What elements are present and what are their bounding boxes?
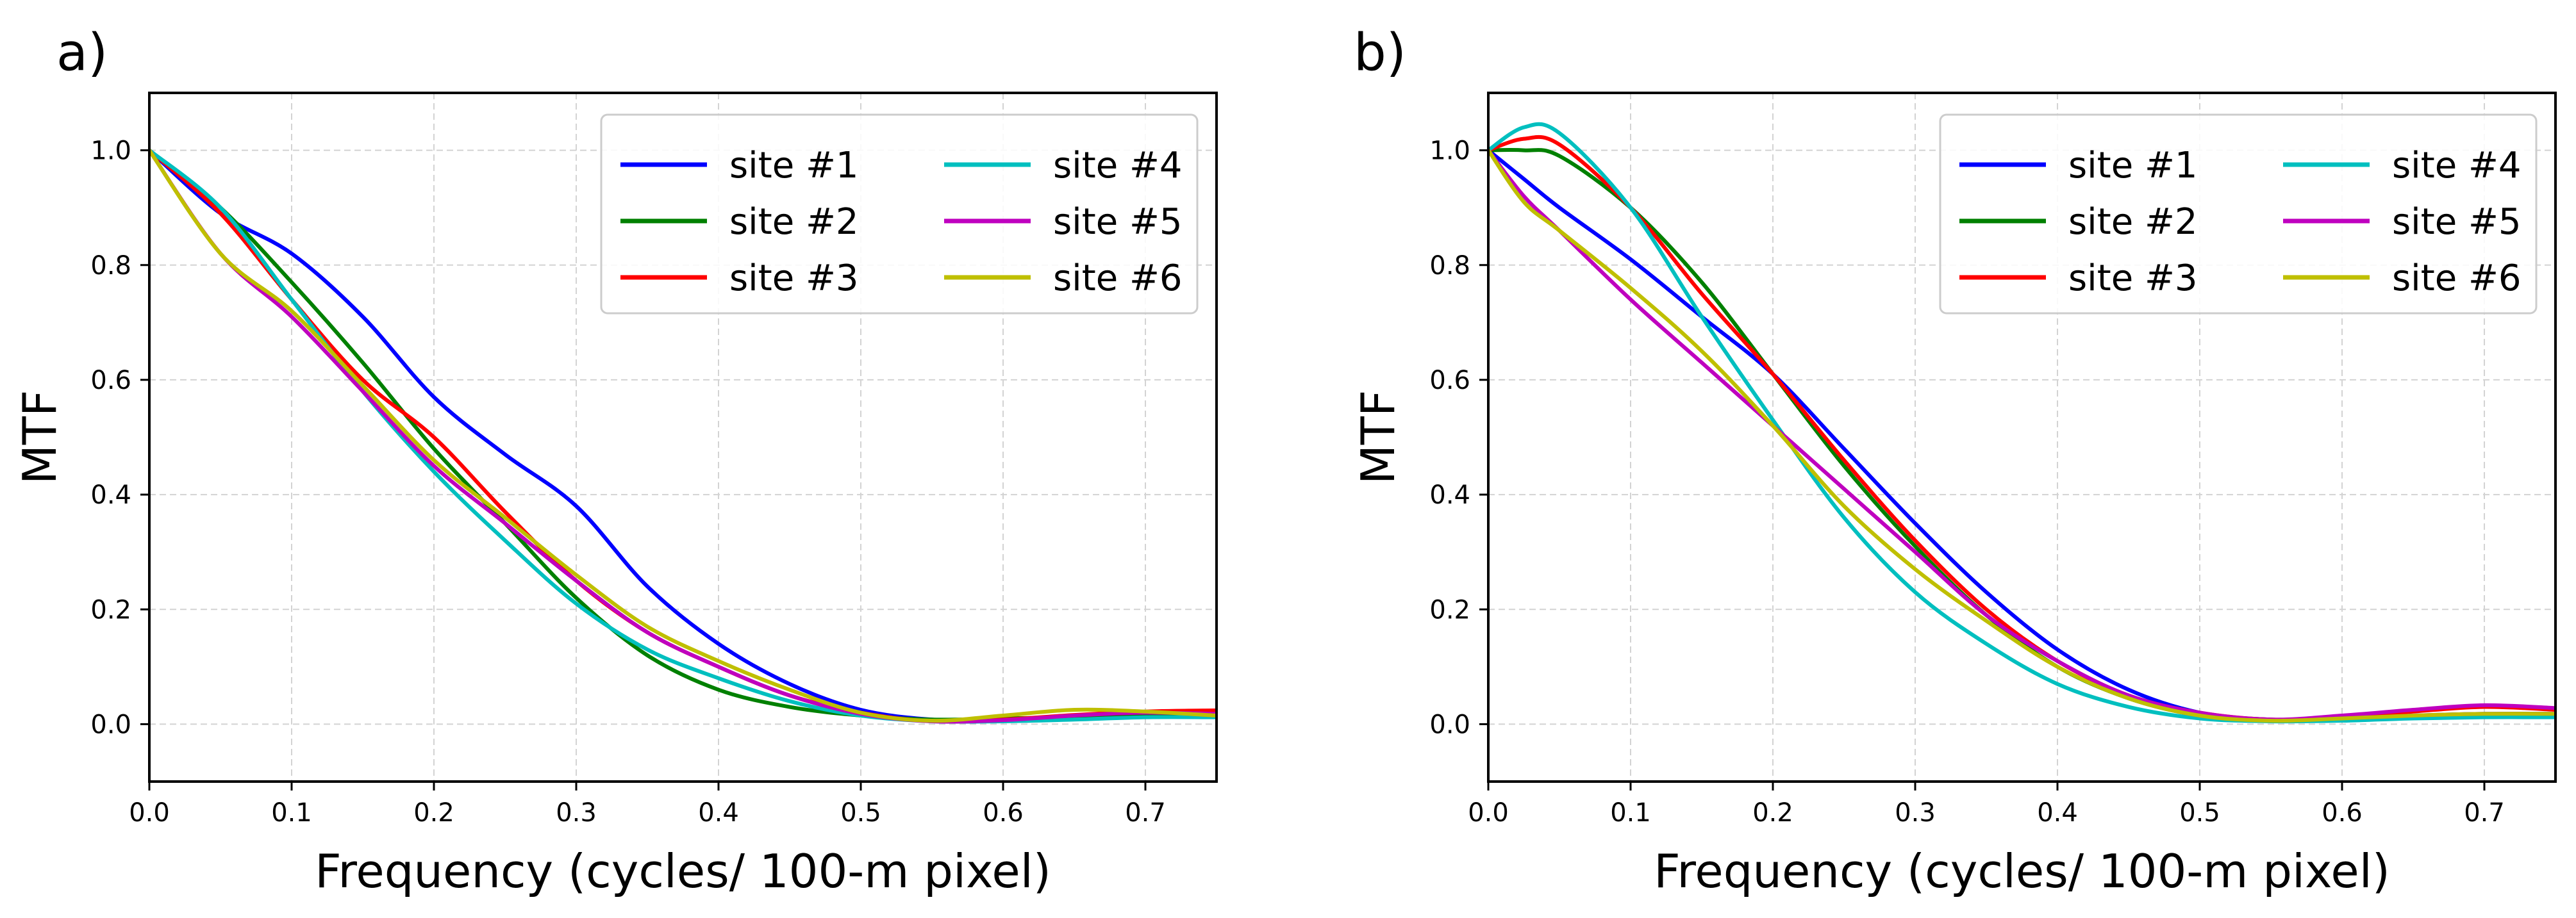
x-tick-label: 0.6 [2322,798,2363,828]
x-tick-label: 0.2 [413,798,454,828]
legend-item-4: site #4 [944,145,1183,186]
y-tick-label: 0.6 [1429,366,1470,395]
x-tick-label: 0.1 [1610,798,1651,828]
legend-item-6: site #6 [2283,258,2522,299]
legend-label: site #1 [2068,145,2198,186]
x-tick-label: 0.1 [271,798,312,828]
series-line-5 [1488,148,2555,722]
series-group [149,148,1217,724]
axes-frame [1487,92,2557,783]
legend-label: site #5 [1053,201,1183,243]
series-line-6 [149,148,1217,723]
legend-label: site #3 [2068,258,2198,299]
legend-item-6: site #6 [944,258,1183,299]
x-tick-label: 0.5 [2179,798,2220,828]
legend-item-1: site #1 [620,145,859,186]
legend-item-2: site #2 [620,201,859,243]
y-tick-label: 0.8 [90,251,131,281]
x-tick-label: 0.5 [840,798,881,828]
legend-label: site #3 [729,258,859,299]
legend-label: site #6 [2392,258,2522,299]
legend-label: site #4 [2392,145,2522,186]
y-tick-label: 0.4 [90,480,131,510]
y-tick-label: 0.2 [90,595,131,625]
x-tick-label: 0.0 [1468,798,1509,828]
x-tick-label: 0.7 [1125,798,1166,828]
legend-item-2: site #2 [1959,201,2198,243]
y-tick-label: 0.6 [90,366,131,395]
legend-box [1939,113,2538,315]
x-axis-label: Frequency (cycles/ 100-m pixel) [1654,844,2390,898]
panel-label: b) [1354,23,1406,83]
legend-item-3: site #3 [620,258,859,299]
series-line-4 [149,148,1217,724]
legend-label: site #5 [2392,201,2522,243]
legend-label: site #6 [1053,258,1183,299]
x-tick-label: 0.3 [556,798,597,828]
x-tick-label: 0.0 [129,798,170,828]
legend: site #1 site #2 site #3 site #4 site #5 site … [600,113,1199,315]
series-line-6 [1488,148,2555,723]
y-tick-label: 0.2 [1429,595,1470,625]
y-tick-label: 0.0 [90,710,131,739]
series-group [1488,122,2555,724]
legend-box [600,113,1199,315]
x-tick-label: 0.3 [1895,798,1936,828]
x-axis-label: Frequency (cycles/ 100-m pixel) [315,844,1051,898]
y-tick-label: 0.0 [1429,710,1470,739]
y-axis-label: MTF [1351,390,1405,485]
series-line-5 [149,148,1217,724]
legend-item-5: site #5 [944,201,1183,243]
legend-label: site #1 [729,145,859,186]
axes-frame [148,92,1218,783]
y-tick-label: 1.0 [1429,136,1470,166]
panel-label: a) [56,23,108,83]
x-tick-label: 0.6 [983,798,1024,828]
legend-item-3: site #3 [1959,258,2198,299]
y-tick-label: 0.4 [1429,480,1470,510]
y-tick-label: 1.0 [90,136,131,166]
y-axis-label: MTF [13,390,67,485]
legend-item-4: site #4 [2283,145,2522,186]
chart-panel-1: 0.0 0.1 0.2 0.3 0.4 0.5 0.6 0.7 0.0 0.2 0.4 0.6 0.8 1… [13,23,1218,898]
x-tick-label: 0.2 [1752,798,1793,828]
x-tick-label: 0.4 [698,798,739,828]
x-tick-label: 0.4 [2037,798,2078,828]
legend: site #1 site #2 site #3 site #4 site #5 site … [1939,113,2538,315]
series-line-4 [1488,122,2555,724]
legend-label: site #2 [729,201,859,243]
legend-item-5: site #5 [2283,201,2522,243]
chart-panel-2: 0.0 0.1 0.2 0.3 0.4 0.5 0.6 0.7 0.0 0.2 0.4 0.6 0.8 1… [1351,23,2557,898]
legend-label: site #4 [1053,145,1183,186]
x-tick-label: 0.7 [2464,798,2505,828]
legend-label: site #2 [2068,201,2198,243]
y-tick-label: 0.8 [1429,251,1470,281]
legend-item-1: site #1 [1959,145,2198,186]
